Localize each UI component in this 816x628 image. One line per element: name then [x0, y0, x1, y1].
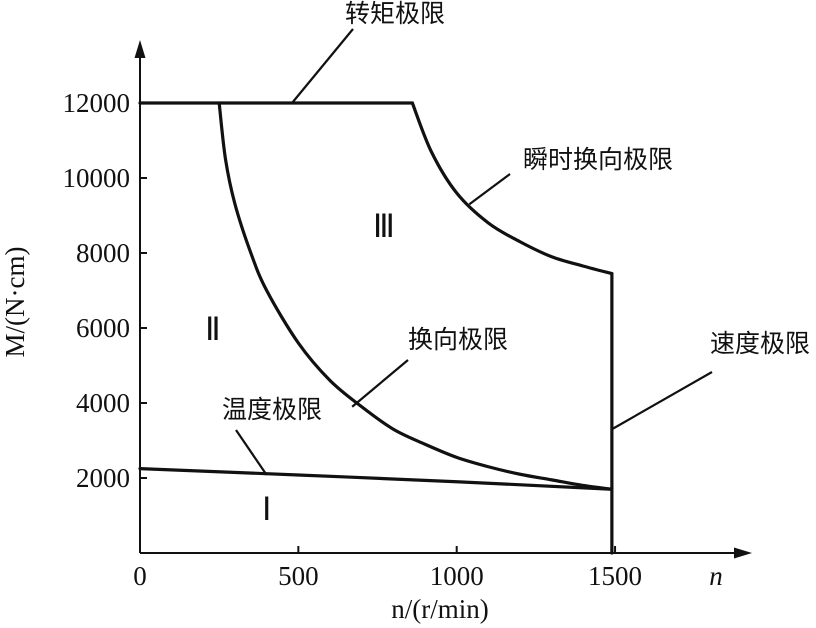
x-tick-label-0: 0: [133, 561, 147, 591]
annotation-label-0: 转矩极限: [345, 0, 445, 28]
y-tick-label-6000: 6000: [76, 313, 130, 343]
annotation-label-3: 温度极限: [222, 395, 322, 424]
series-line-3: [217, 101, 614, 491]
region-label-2: Ⅲ: [373, 208, 395, 244]
annotation-leader-1: [468, 173, 511, 206]
y-tick-label-12000: 12000: [63, 88, 131, 118]
annotation-label-2: 换向极限: [408, 325, 508, 354]
y-tick-label-4000: 4000: [76, 388, 130, 418]
y-axis-title: M/(N·cm): [0, 247, 30, 358]
annotation-label-1: 瞬时换向极限: [523, 145, 673, 174]
annotation-leader-3: [235, 429, 268, 476]
annotation-leader-2: [351, 359, 409, 408]
y-tick-label-10000: 10000: [63, 163, 131, 193]
y-tick-label-2000: 2000: [76, 463, 130, 493]
annotation-label-4: 速度极限: [710, 329, 810, 358]
y-tick-label-8000: 8000: [76, 238, 130, 268]
x-axis-title: n/(r/min): [391, 594, 488, 624]
series-line-1: [410, 101, 614, 276]
annotation-leader-0: [291, 28, 354, 104]
region-label-1: Ⅱ: [205, 311, 221, 347]
x-axis-end-label: n: [709, 561, 723, 591]
annotation-leader-4: [611, 371, 713, 431]
x-tick-label-1000: 1000: [430, 561, 484, 591]
series-line-4: [138, 467, 614, 491]
x-tick-label-500: 500: [278, 561, 319, 591]
region-label-0: Ⅰ: [262, 491, 271, 527]
x-tick-label-1500: 1500: [588, 561, 642, 591]
y-axis-arrow: [134, 40, 146, 58]
x-axis-arrow: [734, 547, 752, 559]
